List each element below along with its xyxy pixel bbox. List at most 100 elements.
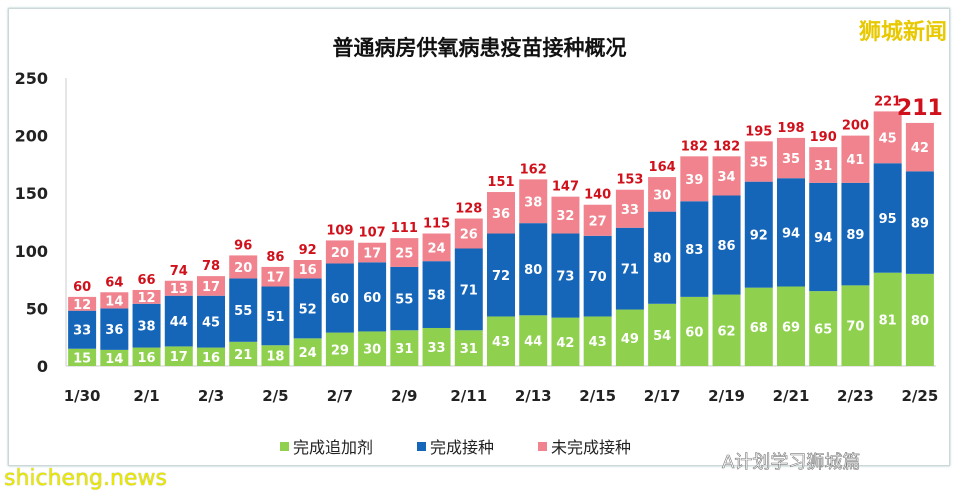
y-tick-label: 100 <box>15 242 48 261</box>
bar-segment <box>680 156 709 202</box>
total-label: 78 <box>202 259 220 274</box>
bar-segment <box>422 233 451 262</box>
data-label: 58 <box>428 289 446 304</box>
total-label: 109 <box>326 223 353 238</box>
bar-segment <box>261 345 290 366</box>
bar-segment <box>100 349 129 366</box>
total-label: 198 <box>777 121 804 136</box>
data-label: 86 <box>718 239 736 254</box>
data-label: 44 <box>524 335 542 350</box>
data-label: 14 <box>105 294 123 309</box>
data-label: 73 <box>556 270 574 285</box>
total-label: 96 <box>234 238 252 253</box>
data-label: 60 <box>685 325 703 340</box>
x-tick-label: 2/13 <box>515 387 552 405</box>
x-tick-label: 2/21 <box>773 387 810 405</box>
bar-segment <box>325 263 354 333</box>
data-label: 26 <box>460 228 478 243</box>
bar-segment <box>454 218 483 249</box>
bar-segment <box>809 291 838 366</box>
data-label: 24 <box>299 346 317 361</box>
bar-segment <box>519 179 548 224</box>
data-label: 83 <box>685 243 703 258</box>
data-label: 24 <box>428 241 446 256</box>
data-label: 65 <box>814 323 832 338</box>
bar-segment <box>390 266 419 331</box>
data-label: 36 <box>492 207 510 222</box>
legend-swatch <box>538 441 548 451</box>
total-label: 111 <box>391 221 418 236</box>
bar-segment <box>551 233 580 318</box>
legend-item: 完成接种 <box>417 434 494 458</box>
bar-segment <box>487 192 515 234</box>
data-label: 95 <box>879 212 897 227</box>
bar-segment <box>873 163 902 273</box>
data-label: 31 <box>460 342 478 357</box>
data-label: 33 <box>428 341 446 356</box>
data-label: 12 <box>73 298 91 313</box>
data-label: 43 <box>492 335 510 350</box>
data-label: 35 <box>782 152 800 167</box>
data-label: 94 <box>782 226 800 241</box>
bar-segment <box>197 295 225 348</box>
data-label: 15 <box>73 351 91 366</box>
legend-swatch <box>280 441 289 451</box>
bar-segment <box>132 303 161 348</box>
data-label: 80 <box>911 314 929 329</box>
bar-segment <box>454 330 483 366</box>
data-label: 69 <box>782 320 800 335</box>
bar-segment <box>648 211 677 304</box>
total-label: 182 <box>713 139 740 154</box>
bar-segment <box>229 278 258 342</box>
data-label: 29 <box>331 343 349 358</box>
data-label: 27 <box>589 214 607 229</box>
bar-segment <box>164 295 193 347</box>
x-tick-label: 2/11 <box>450 387 487 405</box>
site-watermark: shicheng.news <box>4 466 167 491</box>
total-label: 221 <box>874 94 901 109</box>
total-label: 200 <box>842 119 869 134</box>
bar-segment <box>390 238 419 267</box>
total-label: 60 <box>73 280 91 295</box>
legend-label: 完成追加剂 <box>293 438 374 457</box>
bar-segment <box>841 135 870 183</box>
data-label: 32 <box>556 209 574 224</box>
bar-segment <box>358 262 387 332</box>
data-label: 62 <box>718 324 736 339</box>
bar-segment <box>841 285 870 366</box>
bar-segment <box>197 347 225 366</box>
total-label: 86 <box>266 250 284 265</box>
data-label: 70 <box>846 320 864 335</box>
bar-segment <box>132 347 161 366</box>
data-label: 55 <box>395 293 413 308</box>
bar-segment <box>648 303 677 366</box>
bar-segment <box>712 294 741 366</box>
bar-segment <box>615 227 644 310</box>
legend-label: 未完成接种 <box>551 438 632 457</box>
chart-title: 普通病房供氧病患疫苗接种概况 <box>332 36 627 60</box>
bar-segment <box>390 330 419 366</box>
bar-segment <box>261 266 290 287</box>
bar-segment <box>777 178 805 287</box>
data-label: 14 <box>105 352 123 367</box>
bar-segment <box>229 255 258 279</box>
data-label: 94 <box>814 231 832 246</box>
bar-segment <box>777 286 805 366</box>
bar-segment <box>809 182 838 292</box>
bar-segment <box>680 201 709 297</box>
data-label: 41 <box>846 153 864 168</box>
data-label: 89 <box>911 217 929 232</box>
data-label: 43 <box>589 335 607 350</box>
bar-segment <box>100 308 129 350</box>
account-watermark: A计划学习狮城篇 <box>722 452 861 474</box>
bar-segment <box>680 296 709 366</box>
bar-segment <box>68 348 97 366</box>
data-label: 80 <box>653 252 671 267</box>
bar-segment <box>293 338 322 366</box>
bar-segment <box>487 233 515 317</box>
bar-segment <box>809 147 838 183</box>
data-label: 51 <box>266 310 284 325</box>
bar-segment <box>487 316 515 366</box>
total-label: 147 <box>552 180 579 195</box>
